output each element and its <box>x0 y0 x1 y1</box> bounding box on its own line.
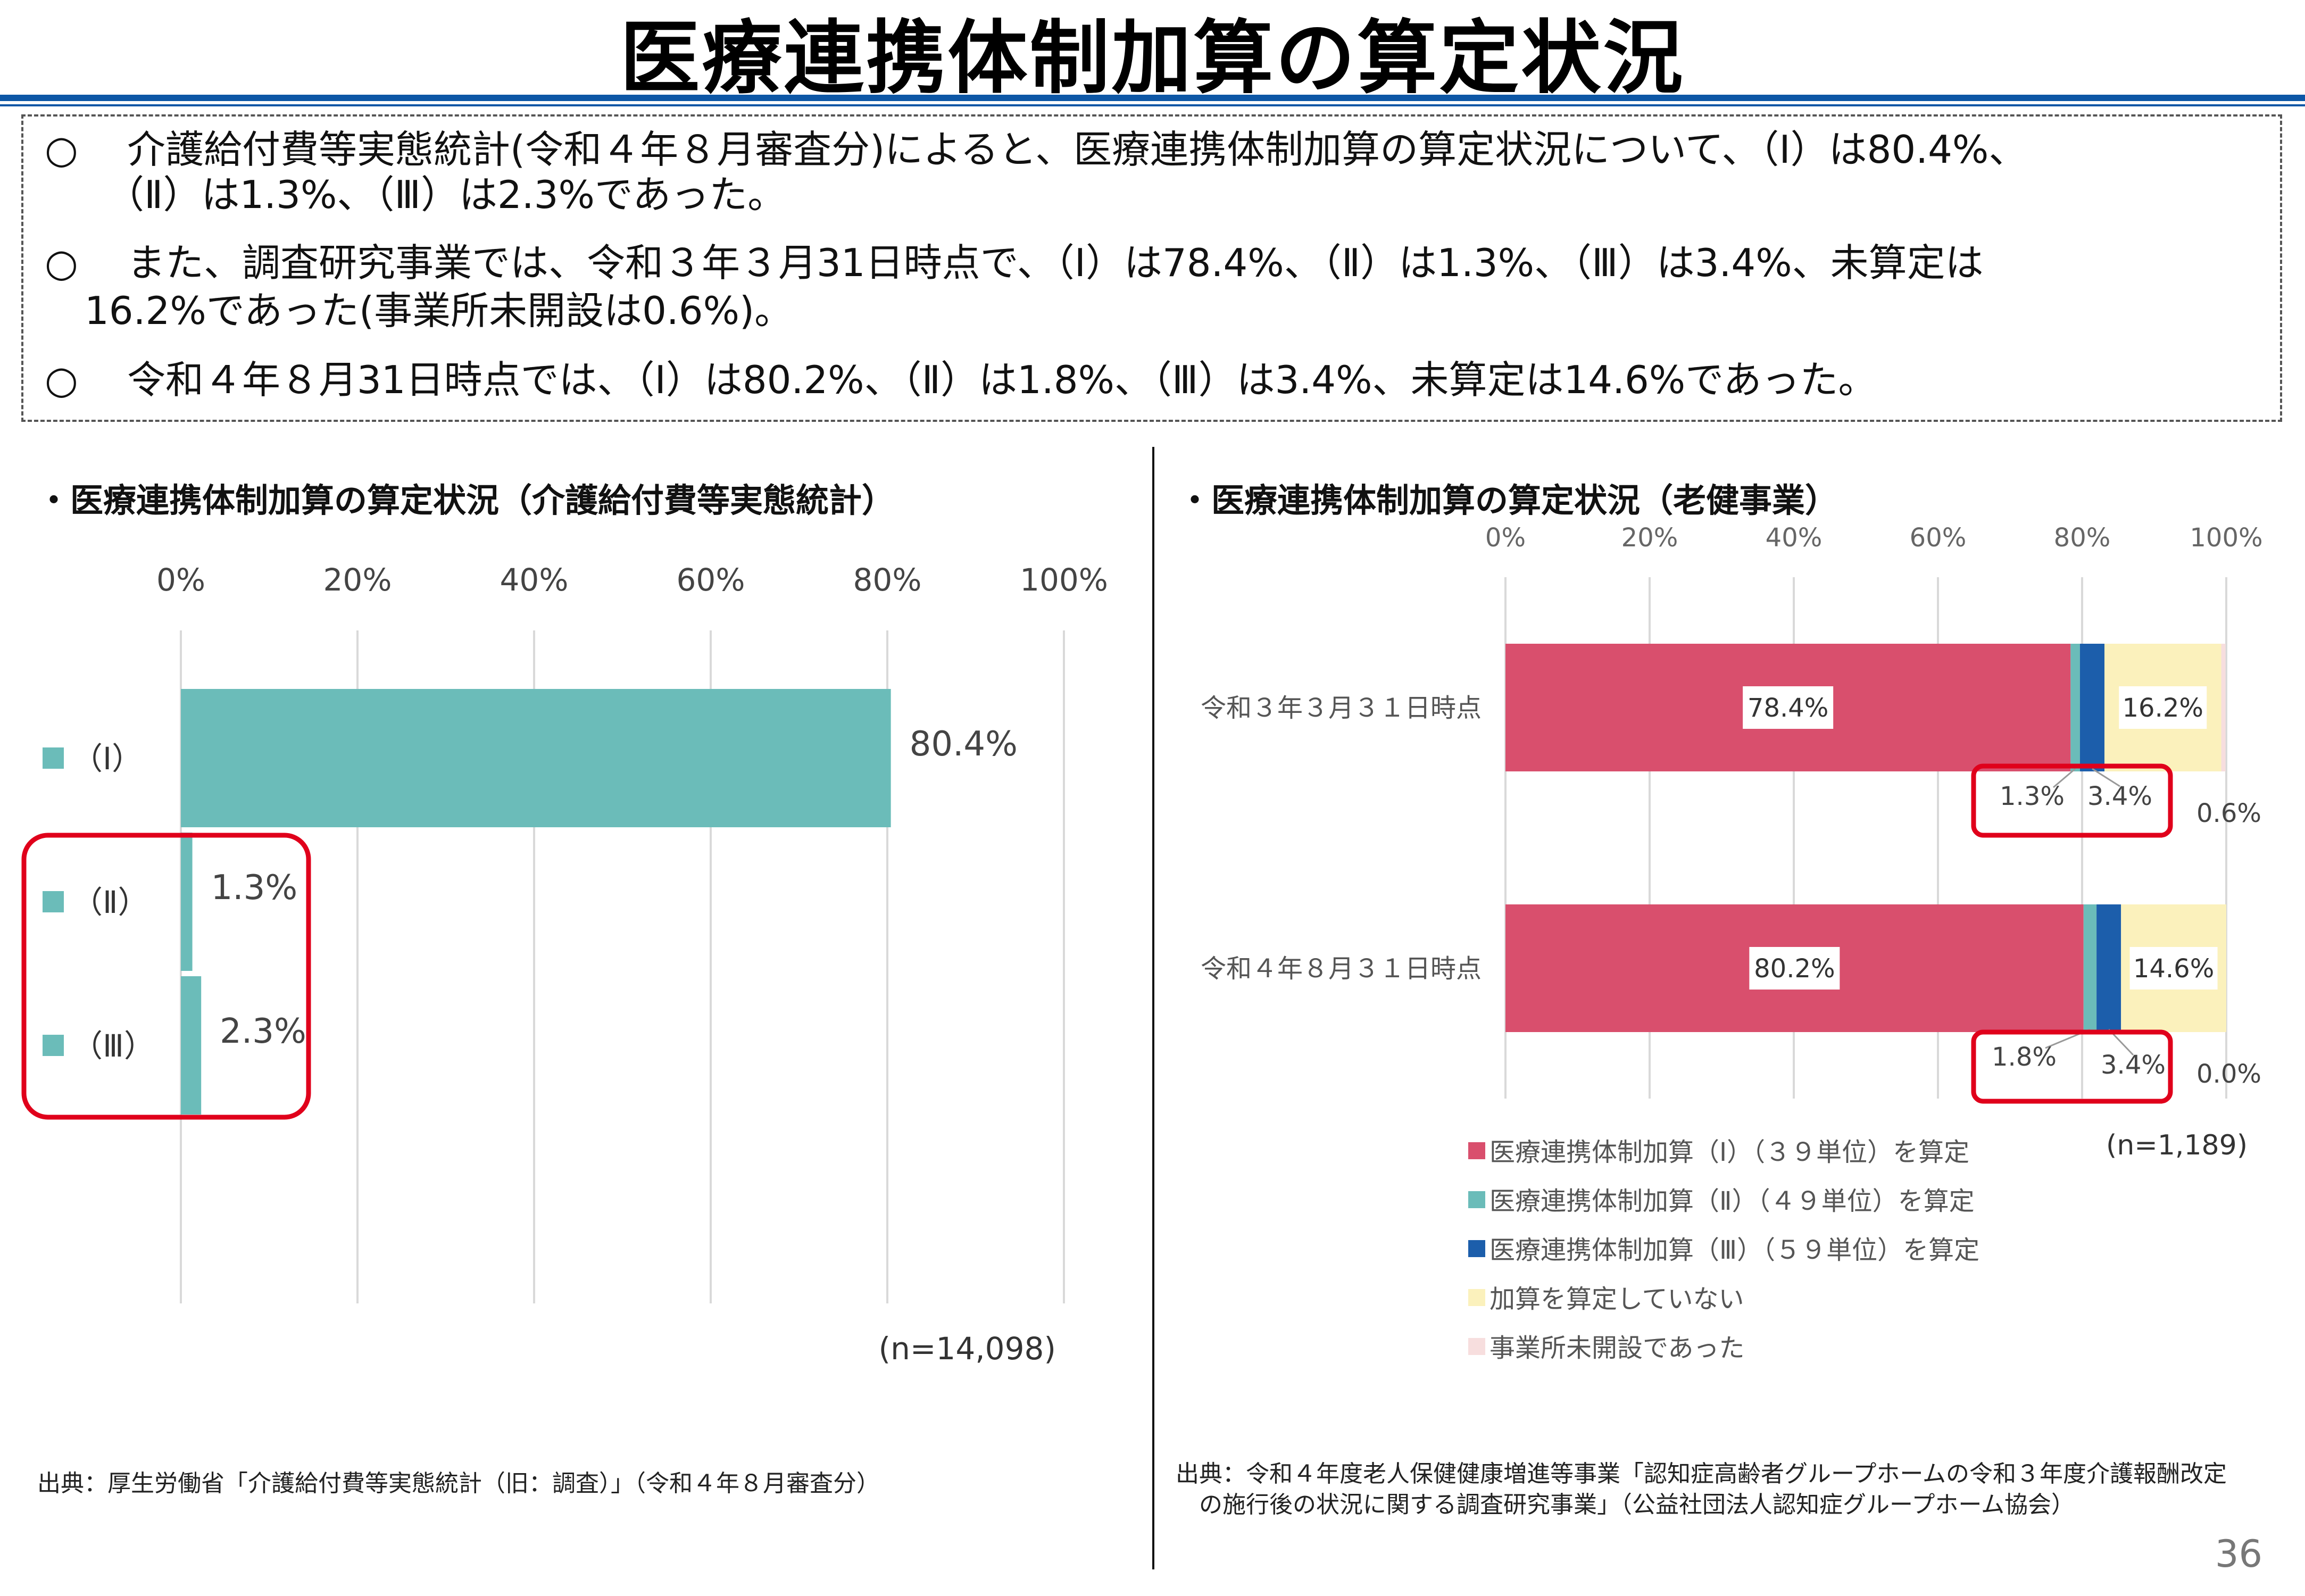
data-label: 2.3% <box>220 1012 306 1051</box>
data-label: 80.2% <box>1754 954 1835 984</box>
data-label: 78.4% <box>1748 693 1828 723</box>
leader-line <box>2053 768 2076 788</box>
title-rule-thin <box>0 104 2305 106</box>
legend-label: 医療連携体制加算（Ⅲ）（５９単位）を算定 <box>1489 1235 1979 1265</box>
data-label: 3.4% <box>2087 782 2152 811</box>
left-source-note: 出典：厚生労働省「介護給付費等実態統計（旧：調査）」（令和４年８月審査分） <box>37 1470 880 1497</box>
category-label: 令和３年３月３１日時点 <box>1201 693 1482 723</box>
category-label: （Ⅲ） <box>72 1028 155 1064</box>
right-source-line-2: の施行後の状況に関する調査研究事業」（公益社団法人認知症グループホーム協会） <box>1176 1491 2075 1518</box>
x-tick-label: 80% <box>2054 523 2111 553</box>
data-label: 0.6% <box>2196 799 2261 828</box>
right-chart-heading: ・医療連携体制加算の算定状況（老健事業） <box>1178 481 1838 520</box>
summary-box: ○ 介護給付費等実態統計(令和４年８月審査分)によると、医療連携体制加算の算定状… <box>21 114 2282 422</box>
sample-size-label: (n=1,189) <box>2106 1129 2248 1161</box>
page-title: 医療連携体制加算の算定状況 <box>620 12 1685 105</box>
summary-line-1: 介護給付費等実態統計(令和４年８月審査分)によると、医療連携体制加算の算定状況に… <box>127 127 2027 172</box>
data-label: 1.3% <box>211 868 298 908</box>
summary-bullet-3: ○ <box>45 358 78 402</box>
legend-swatch <box>1468 1240 1485 1257</box>
stacked-segment <box>2096 904 2121 1032</box>
summary-line-4: 16.2%であった(事業所未開設は0.6%)。 <box>85 288 793 333</box>
stacked-segment <box>2083 904 2097 1032</box>
x-tick-label: 60% <box>677 562 745 598</box>
x-tick-label: 100% <box>1020 562 1108 598</box>
summary-line-5: 令和４年８月31日時点では、（Ⅰ）は80.2%、（Ⅱ）は1.8%、（Ⅲ）は3.4… <box>127 358 1877 402</box>
right-source-line-1: 出典：令和４年度老人保健健康増進等事業「認知症高齢者グループホームの令和３年度介… <box>1176 1460 2227 1487</box>
legend-swatch <box>1468 1142 1485 1159</box>
legend-swatch <box>1468 1289 1485 1306</box>
x-tick-label: 80% <box>853 562 922 598</box>
panel-divider <box>1152 447 1154 1569</box>
category-label: （Ⅱ） <box>72 884 149 920</box>
stacked-segment <box>2070 644 2080 771</box>
bar <box>181 833 193 971</box>
legend-label: 医療連携体制加算（Ⅰ）（３９単位）を算定 <box>1489 1137 1969 1167</box>
data-label: 1.8% <box>1992 1042 2057 1072</box>
category-label: （Ⅰ） <box>72 741 143 777</box>
x-tick-label: 40% <box>500 562 569 598</box>
legend-swatch <box>1468 1338 1485 1355</box>
summary-bullet-1: ○ <box>45 127 78 172</box>
legend-swatch <box>1468 1191 1485 1208</box>
category-label: 令和４年８月３１日時点 <box>1201 954 1482 984</box>
x-tick-label: 40% <box>1766 523 1823 553</box>
bar <box>181 976 202 1115</box>
data-label-bg <box>1743 686 1834 729</box>
highlight-box <box>1971 1029 2173 1104</box>
stacked-segment <box>2221 644 2226 771</box>
left-chart: 0% 20% 40% 60% 80% 100% （Ⅰ） 80.4% （Ⅱ） 1.3% （Ⅲ） 2.3%… <box>21 562 1108 1367</box>
legend-label: 医療連携体制加算（Ⅱ）（４９単位）を算定 <box>1489 1186 1975 1216</box>
legend-square <box>43 747 64 769</box>
summary-line-3: また、調査研究事業では、令和３年３月31日時点で、（Ⅰ）は78.4%、（Ⅱ）は1… <box>127 240 1984 285</box>
x-tick-label: 0% <box>1485 523 1526 553</box>
data-label: 80.4% <box>910 725 1018 764</box>
highlight-box <box>21 833 311 1120</box>
legend-label: 加算を算定していない <box>1489 1284 1744 1314</box>
legend-square <box>43 891 64 912</box>
summary-line-2: （Ⅱ）は1.3%、（Ⅲ）は2.3%であった。 <box>106 172 786 217</box>
data-label: 1.3% <box>2000 782 2065 811</box>
title-rule <box>0 95 2305 101</box>
data-label: 16.2% <box>2123 693 2203 723</box>
x-tick-label: 20% <box>1621 523 1678 553</box>
data-label: 0.0% <box>2196 1059 2261 1089</box>
page-number: 36 <box>2215 1532 2262 1576</box>
data-label-bg <box>2119 686 2207 729</box>
x-tick-label: 20% <box>323 562 392 598</box>
leader-line <box>2092 768 2120 787</box>
x-tick-label: 60% <box>1910 523 1967 553</box>
data-label: 14.6% <box>2133 954 2214 984</box>
stacked-segment <box>2079 644 2105 771</box>
sample-size-label: (n=14,098) <box>878 1331 1056 1367</box>
legend-label: 事業所未開設であった <box>1489 1333 1745 1363</box>
right-chart: 0% 20% 40% 60% 80% 100% 令和３年３月３１日時点 78.4% 16.2% 1… <box>1201 523 2263 1363</box>
summary-bullet-2: ○ <box>45 240 78 285</box>
legend-square <box>43 1035 64 1056</box>
highlight-box <box>1971 763 2173 838</box>
left-chart-heading: ・医療連携体制加算の算定状況（介護給付費等実態統計） <box>37 481 895 520</box>
x-tick-label: 0% <box>156 562 205 598</box>
data-label-bg <box>2129 947 2218 990</box>
data-label: 3.4% <box>2101 1050 2166 1080</box>
data-label-bg <box>1749 947 1840 990</box>
x-tick-label: 100% <box>2190 523 2262 553</box>
bar <box>181 689 891 827</box>
